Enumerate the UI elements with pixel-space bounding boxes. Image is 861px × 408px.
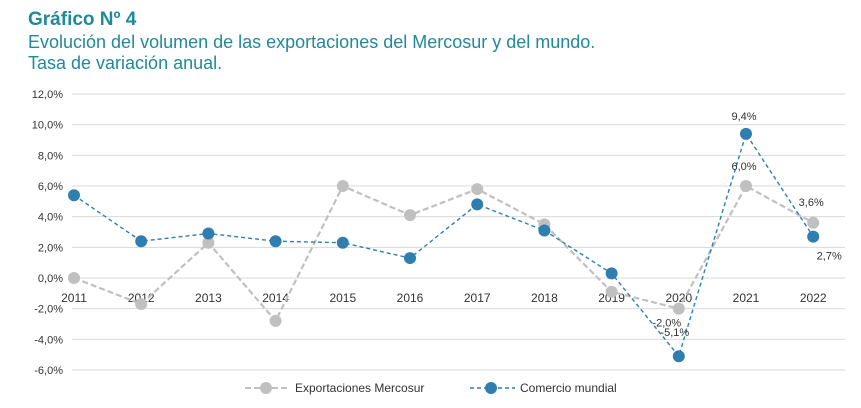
series-line-mundial: [73, 132, 814, 358]
x-tick-label: 2013: [195, 291, 222, 305]
point-mercosur: [135, 298, 148, 311]
point-mundial: [336, 236, 349, 249]
y-tick-label: -6,0%: [34, 365, 63, 377]
series-group: [68, 127, 820, 363]
x-tick-label: 2021: [733, 291, 760, 305]
point-mercosur: [471, 183, 484, 196]
point-mundial: [269, 235, 282, 248]
data-label: 9,4%: [731, 111, 756, 123]
data-label: 3,6%: [799, 197, 824, 209]
subtitle-line-1: Evolución del volumen de las exportacion…: [28, 32, 596, 52]
point-mercosur: [404, 209, 416, 222]
point-mundial: [135, 235, 148, 248]
x-tick-label: 2020: [665, 291, 692, 305]
series-line-mercosur: [73, 184, 814, 323]
point-mercosur: [269, 314, 282, 327]
data-label: -5,1%: [660, 327, 689, 339]
x-tick-label: 2011: [61, 291, 87, 305]
y-tick-label: 2,0%: [38, 242, 63, 254]
y-tick-label: 6,0%: [38, 181, 63, 193]
point-mundial: [807, 230, 820, 243]
point-mundial: [740, 127, 752, 140]
y-axis-ticks: 12,0% 10,0% 8,0% 6,0% 4,0% 2,0% 0,0% -2,0% -4,0%…: [32, 89, 63, 377]
y-tick-label: 4,0%: [38, 212, 63, 224]
legend-mundial-label: Comercio mundial: [520, 381, 617, 395]
point-mundial: [538, 224, 551, 237]
point-mercosur: [807, 216, 820, 229]
legend: Exportaciones Mercosur Comercio mundial: [245, 381, 617, 395]
x-tick-label: 2014: [262, 291, 289, 305]
data-label: 6,0%: [731, 161, 756, 173]
y-tick-label: -4,0%: [34, 334, 63, 346]
legend-mercosur-marker: [260, 382, 272, 394]
point-mundial: [471, 198, 484, 211]
legend-mercosur-label: Exportaciones Mercosur: [295, 381, 424, 395]
x-tick-label: 2015: [329, 291, 356, 305]
point-mercosur: [202, 236, 215, 249]
y-tick-label: 8,0%: [38, 150, 63, 162]
point-mundial: [68, 189, 80, 202]
point-mundial: [202, 227, 215, 240]
y-tick-label: -2,0%: [34, 304, 63, 316]
chart-title: Gráfico Nº 4: [28, 9, 137, 30]
point-mundial: [404, 252, 416, 265]
subtitle-line-2: Tasa de variación anual.: [28, 53, 223, 73]
point-mercosur: [336, 180, 349, 192]
x-tick-label: 2016: [397, 291, 424, 305]
point-mercosur: [672, 302, 685, 315]
chart-subtitle: Evolución del volumen de las exportacion…: [28, 32, 595, 74]
x-axis-ticks: 2011 2012 2013 2014 2015 2016 2017 2018 2019 2020…: [61, 291, 827, 305]
x-tick-label: 2017: [464, 291, 491, 305]
y-tick-label: 0,0%: [38, 273, 63, 285]
y-tick-label: 12,0%: [32, 89, 63, 101]
point-mercosur: [68, 272, 80, 284]
point-mundial: [605, 267, 618, 280]
y-tick-label: 10,0%: [32, 120, 63, 132]
data-label: 2,7%: [817, 251, 842, 263]
point-mercosur: [605, 285, 618, 298]
point-mundial: [672, 350, 685, 363]
data-labels: -2,0% 6,0% 3,6% -5,1% 9,4% 2,7%: [652, 111, 842, 339]
legend-mundial-marker: [485, 382, 497, 394]
data-label: -2,0%: [652, 318, 681, 330]
x-tick-label: 2018: [531, 291, 558, 305]
x-tick-label: 2022: [800, 291, 827, 305]
point-mercosur: [740, 180, 752, 192]
grid-lines: [72, 93, 845, 371]
